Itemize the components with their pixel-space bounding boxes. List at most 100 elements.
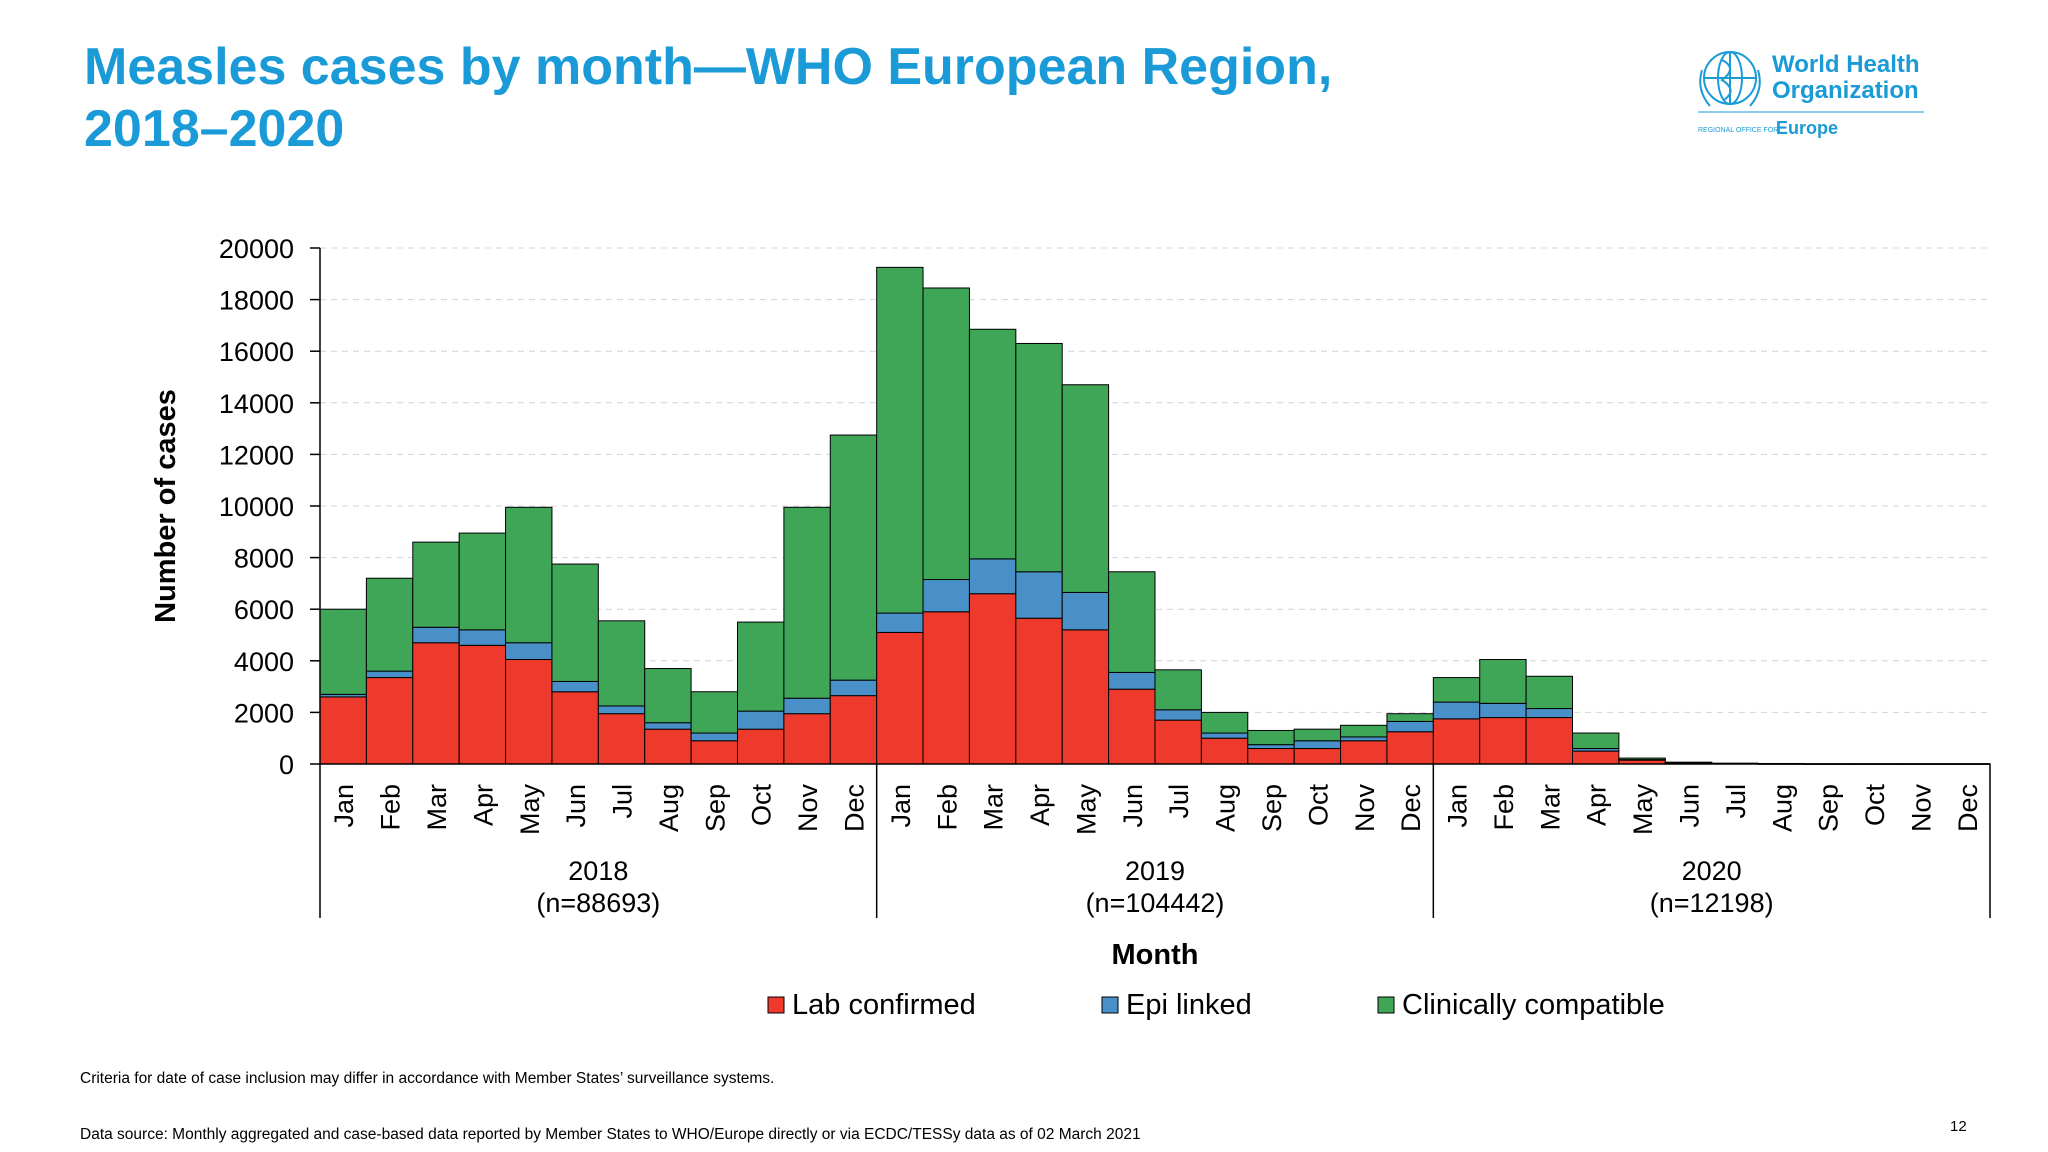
month-tick-label: Nov — [793, 784, 823, 833]
legend-label: Clinically compatible — [1402, 989, 1665, 1021]
bar-segment — [968, 328, 1017, 560]
bar-segment — [783, 506, 831, 699]
bar-segment — [1293, 728, 1342, 742]
y-axis: 0 2000 4000 6000 8000 10000 12000 14000 16000 180… — [219, 234, 321, 780]
legend-label: Lab confirmed — [792, 989, 976, 1021]
month-tick-label: Dec — [1396, 784, 1426, 832]
bar-segment — [551, 563, 599, 682]
bar-segment — [1664, 761, 1713, 764]
month-tick-label: Jun — [561, 784, 591, 828]
bar-segment — [319, 608, 367, 695]
bar-segment — [319, 696, 367, 765]
month-tick-label: Oct — [1860, 784, 1890, 827]
bar-segment — [1154, 709, 1202, 721]
bar-segment — [783, 713, 831, 765]
y-tick-label: 4000 — [234, 647, 294, 677]
month-tick-label: Apr — [1025, 784, 1055, 826]
month-tick-label: Aug — [654, 784, 684, 832]
bar-segment — [1061, 384, 1110, 593]
month-tick-label: Jul — [608, 784, 638, 819]
bar-segment — [505, 506, 553, 644]
bar-segment — [1479, 717, 1527, 765]
bar-segment — [922, 611, 970, 765]
bar-segment — [412, 642, 460, 765]
bar-segment — [458, 532, 507, 631]
bar-segment — [1432, 718, 1481, 765]
month-tick-label: Mar — [979, 784, 1009, 831]
bar-segment — [690, 732, 738, 742]
year-group-label: 2020 — [1682, 856, 1742, 886]
y-tick-label: 10000 — [219, 492, 294, 522]
bar-segment — [458, 644, 507, 765]
chart-bars — [319, 266, 1991, 765]
chart-legend: Lab confirmed Epi linked Clinically compat… — [767, 989, 1665, 1021]
bar-segment — [365, 670, 414, 679]
bar-segment — [365, 677, 414, 765]
bar-segment — [1293, 748, 1342, 765]
bar-segment — [829, 679, 878, 697]
legend-swatch — [1101, 996, 1119, 1014]
bar-segment — [1200, 737, 1249, 765]
month-tick-label: Sep — [1814, 784, 1844, 832]
bar-segment — [737, 728, 785, 765]
month-tick-label: Dec — [1953, 784, 1983, 832]
bar-segment — [1340, 740, 1388, 765]
month-tick-label: Aug — [1211, 784, 1241, 832]
bar-segment — [644, 722, 692, 730]
bar-segment — [829, 434, 878, 681]
year-group-count: (n=104442) — [1086, 888, 1225, 918]
month-tick-label: Apr — [1582, 784, 1612, 826]
bar-segment — [505, 659, 553, 765]
y-tick-label: 16000 — [219, 337, 294, 367]
bar-segment — [783, 697, 831, 715]
bar-segment — [1618, 757, 1666, 761]
bar-segment — [1154, 719, 1202, 765]
bar-segment — [365, 577, 414, 672]
month-tick-label: Nov — [1906, 784, 1936, 833]
bar-segment — [737, 710, 785, 730]
bar-segment — [876, 631, 924, 765]
bar-segment — [876, 266, 924, 614]
x-axis-label: Month — [1112, 939, 1199, 971]
month-tick-label: Feb — [1489, 784, 1519, 831]
legend-swatch — [1377, 996, 1395, 1014]
bar-segment — [1525, 708, 1573, 719]
bar-segment — [1479, 702, 1527, 719]
who-logo-regional-small: REGIONAL OFFICE FOR — [1698, 127, 1778, 134]
bar-segment — [458, 629, 507, 646]
bar-segment — [1015, 342, 1063, 573]
bar-segment — [597, 713, 646, 765]
month-tick-label: Jun — [1674, 784, 1704, 828]
bar-segment — [1200, 732, 1249, 739]
bar-segment — [1247, 744, 1295, 750]
bar-segment — [1247, 748, 1295, 765]
who-logo-line-1: World Health — [1772, 51, 1920, 78]
month-tick-label: Feb — [932, 784, 962, 831]
legend-swatch — [767, 996, 785, 1014]
month-tick-label: Oct — [747, 784, 777, 827]
footnote-data-source: Data source: Monthly aggregated and case… — [80, 1126, 1141, 1143]
y-tick-label: 18000 — [219, 286, 294, 316]
title-line-1: Measles cases by month—WHO European Regi… — [84, 38, 1333, 96]
bar-segment — [412, 541, 460, 628]
bar-segment — [644, 668, 692, 724]
bar-segment — [1525, 717, 1573, 765]
measles-stacked-bar-chart: 0 2000 4000 6000 8000 10000 12000 14000 16000 180… — [150, 234, 1991, 1021]
month-tick-label: Dec — [839, 784, 869, 832]
y-tick-label: 8000 — [234, 544, 294, 574]
y-tick-label: 14000 — [219, 389, 294, 419]
y-tick-label: 6000 — [234, 595, 294, 625]
bar-segment — [1479, 659, 1527, 704]
bar-segment — [1340, 724, 1388, 738]
bar-segment — [551, 680, 599, 693]
footnote-criteria: Criteria for date of case inclusion may … — [80, 1070, 775, 1087]
who-logo-line-2: Organization — [1772, 77, 1919, 104]
month-tick-label: May — [515, 784, 545, 836]
bar-segment — [968, 558, 1017, 595]
bar-segment — [737, 621, 785, 712]
bar-segment — [505, 642, 553, 661]
bar-segment — [1293, 740, 1342, 750]
bar-segment — [1015, 617, 1063, 765]
month-tick-label: Mar — [1535, 784, 1565, 831]
bar-segment — [1108, 688, 1156, 765]
